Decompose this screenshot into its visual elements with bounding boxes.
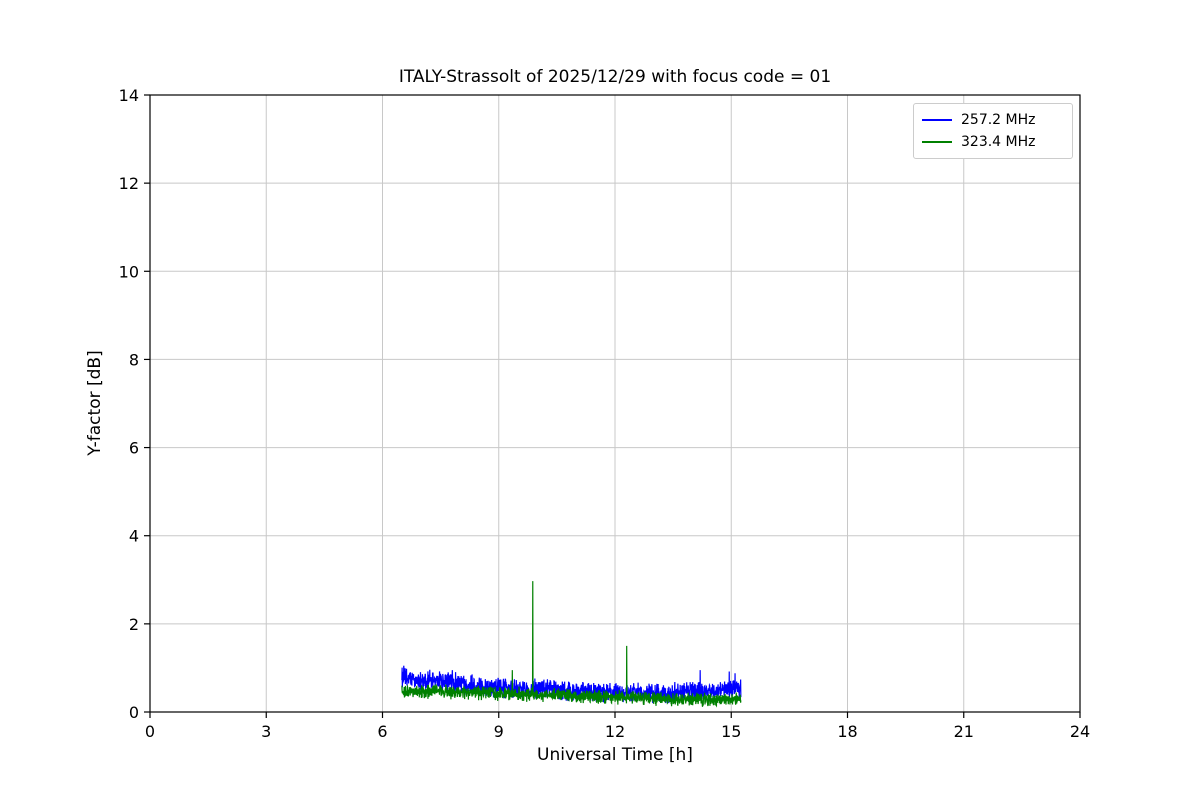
y-tick-label: 12 <box>119 174 139 193</box>
x-tick-label: 6 <box>377 722 387 741</box>
series-line-1 <box>401 581 742 708</box>
x-tick-label: 21 <box>954 722 974 741</box>
y-tick-label: 0 <box>129 703 139 722</box>
y-axis-label: Y-factor [dB] <box>85 350 105 456</box>
x-tick-label: 12 <box>605 722 625 741</box>
legend: 257.2 MHz 323.4 MHz <box>913 103 1073 159</box>
x-tick-label: 18 <box>837 722 857 741</box>
x-tick-label: 9 <box>494 722 504 741</box>
legend-label: 323.4 MHz <box>961 134 1036 150</box>
y-tick-label: 8 <box>129 350 139 369</box>
x-tick-label: 24 <box>1070 722 1090 741</box>
legend-label: 257.2 MHz <box>961 112 1036 128</box>
x-axis-label: Universal Time [h] <box>537 745 693 765</box>
y-tick-label: 6 <box>129 439 139 458</box>
x-tick-label: 15 <box>721 722 741 741</box>
y-tick-label: 14 <box>119 86 139 105</box>
chart-title: ITALY-Strassolt of 2025/12/29 with focus… <box>398 67 832 87</box>
y-tick-label: 2 <box>129 615 139 634</box>
x-tick-label: 3 <box>261 722 271 741</box>
legend-line-swatch-green <box>922 141 952 143</box>
y-tick-label: 4 <box>129 527 139 546</box>
legend-item-323-4-mhz: 323.4 MHz <box>922 131 1064 153</box>
y-tick-label: 10 <box>119 262 139 281</box>
legend-item-257-2-mhz: 257.2 MHz <box>922 109 1064 131</box>
x-tick-label: 0 <box>145 722 155 741</box>
legend-line-swatch-blue <box>922 119 952 121</box>
